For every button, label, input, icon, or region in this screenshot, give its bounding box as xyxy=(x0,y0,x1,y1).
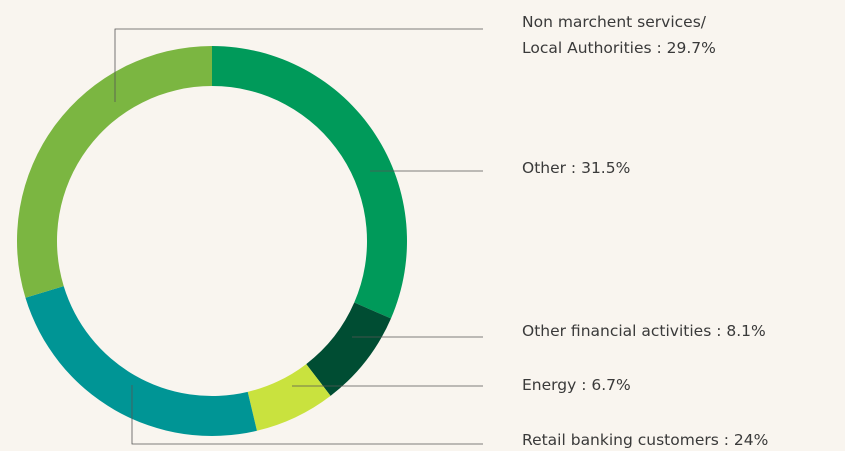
segment-label: Other financial activities : 8.1% xyxy=(522,322,766,340)
segment-label: Energy : 6.7% xyxy=(522,376,631,394)
donut-segment xyxy=(247,364,331,431)
donut-segment xyxy=(25,286,257,436)
segment-label: Other : 31.5% xyxy=(522,159,630,177)
leader-line xyxy=(131,385,483,445)
segment-label: Non marchent services/Local Authorities … xyxy=(522,13,716,57)
donut-segment xyxy=(212,46,408,319)
leader-line xyxy=(114,28,483,102)
donut-segment xyxy=(306,302,391,396)
segment-label: Retail banking customers : 24% xyxy=(522,431,768,449)
donut-segment xyxy=(16,46,212,298)
